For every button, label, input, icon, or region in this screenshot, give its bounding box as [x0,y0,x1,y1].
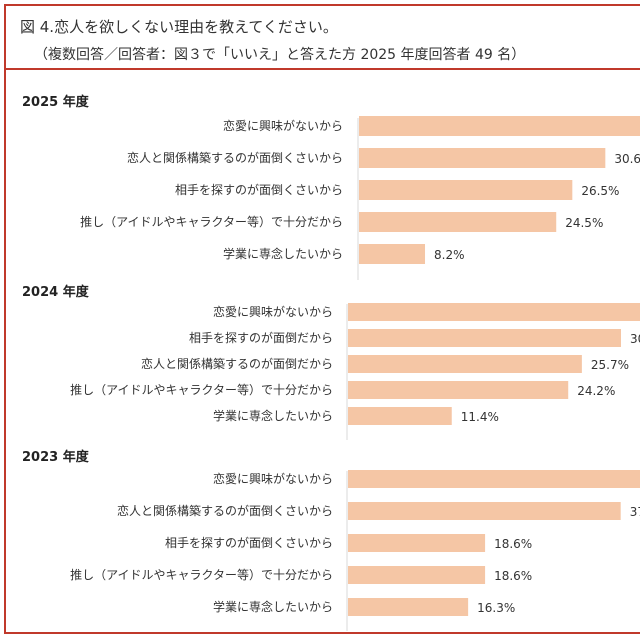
data-label: 11.4% [461,410,499,424]
data-label: 26.5% [581,184,619,198]
category-label: 恋愛に興味がないから [213,304,333,319]
data-label: 18.6% [494,537,532,551]
category-label: 恋人と関係構築するのが面倒だから [141,356,333,371]
bar [359,180,573,200]
bar [359,116,640,136]
data-label: 18.6% [494,569,532,583]
bar [348,470,640,488]
data-label: 25.7% [591,358,629,372]
data-label: 24.5% [565,216,603,230]
category-label: 相手を探すのが面倒だから [189,330,333,345]
figure-subtitle: （複数回答／回答者：図３で「いいえ」と答えた方 2025 年度回答者 49 名） [34,47,526,63]
bar [348,566,486,584]
bar [348,598,469,616]
category-label: 推し（アイドルやキャラクター等）で十分だから [80,215,343,229]
figure-header: 図 4.恋人を欲しくない理由を教えてください。 （複数回答／回答者：図３で「いい… [6,6,640,70]
bar [348,534,486,552]
bar [348,355,582,373]
section-title: 2023 年度 [22,449,90,465]
category-label: 恋人と関係構築するのが面倒くさいから [117,503,333,518]
category-label: 推し（アイドルやキャラクター等）で十分だから [70,383,333,397]
section-title: 2024 年度 [22,284,90,300]
data-label: 30.6% [614,152,640,166]
category-label: 相手を探すのが面倒くさいから [165,535,333,550]
category-label: 恋愛に興味がないから [223,118,343,133]
data-label: 24.2% [577,384,615,398]
bar [348,303,640,321]
section-title: 2025 年度 [22,94,90,110]
bar [348,407,452,425]
bar [359,244,426,264]
category-label: 相手を探すのが面倒くさいから [175,182,343,197]
bar [348,381,569,399]
figure-title: 図 4.恋人を欲しくない理由を教えてください。 [20,18,338,36]
category-label: 恋人と関係構築するのが面倒くさいから [127,150,343,165]
category-label: 恋愛に興味がないから [213,471,333,486]
data-label: 8.2% [434,248,465,262]
data-label: 16.3% [477,601,515,615]
bar [359,148,606,168]
figure-frame: 図 4.恋人を欲しくない理由を教えてください。 （複数回答／回答者：図３で「いい… [4,4,640,634]
category-label: 推し（アイドルやキャラクター等）で十分だから [70,568,333,582]
category-label: 学業に専念したいから [213,408,333,423]
data-label: 37 [630,505,640,519]
category-label: 学業に専念したいから [223,246,343,261]
category-label: 学業に専念したいから [213,599,333,614]
bar [348,502,621,520]
bar [348,329,621,347]
data-label: 30. [630,332,640,346]
bar [359,212,557,232]
